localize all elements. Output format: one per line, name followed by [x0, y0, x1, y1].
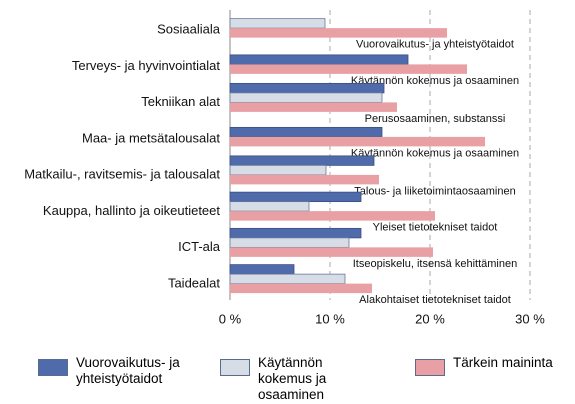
- annotation: Talous- ja liiketoimintaosaaminen: [354, 185, 515, 197]
- bar: [229, 237, 350, 248]
- legend-label: Tärkein maininta: [453, 355, 553, 370]
- bar: [229, 227, 362, 239]
- bar: [230, 102, 397, 112]
- annotation: Käytännön kokemus ja osaaminen: [351, 147, 519, 159]
- annotation: Vuorovaikutus- ja yhteistyötaidot: [356, 39, 514, 51]
- legend-swatch: [415, 359, 445, 376]
- bar: [230, 283, 372, 294]
- bar: [230, 211, 435, 221]
- legend-label: Vuorovaikutus- ja yhteistyötaidot: [76, 355, 180, 386]
- legend-label: Käytännön kokemus ja osaaminen: [258, 355, 327, 402]
- bar: [229, 18, 326, 29]
- legend: Vuorovaikutus- ja yhteistyötaidot Käytänn…: [0, 355, 575, 403]
- bar: [229, 164, 327, 176]
- legend-item: Vuorovaikutus- ja yhteistyötaidot: [38, 355, 196, 387]
- y-tick-label: Sosiaaliala: [157, 22, 221, 37]
- y-tick-label: Tekniikan alat: [141, 94, 220, 109]
- bar: [229, 273, 346, 285]
- annotation: Perusosaaminen, substanssi: [365, 113, 506, 125]
- legend-swatch: [38, 359, 68, 376]
- bar: [229, 82, 385, 94]
- annotation: Käytännön kokemus ja osaaminen: [351, 75, 519, 87]
- x-tick-label: 10 %: [315, 311, 345, 326]
- plot: 0 % 10 % 20 % 30 % Sosiaaliala Vuorovaikutus-…: [24, 10, 545, 326]
- bar: [230, 136, 485, 147]
- annotation: Itseopiskelu, itsensä kehittäminen: [353, 258, 517, 270]
- annotation: Alakohtaiset tietotekniset taidot: [359, 294, 511, 306]
- bar: [229, 155, 375, 166]
- bar: [229, 54, 409, 65]
- bar: [230, 247, 433, 257]
- bar: [229, 92, 383, 103]
- y-tick-label: ICT-ala: [178, 239, 221, 254]
- bar: [230, 174, 379, 185]
- x-tick-label: 20 %: [415, 311, 445, 326]
- bar: [229, 264, 295, 275]
- legend-item: Tärkein maininta: [415, 355, 575, 376]
- x-tick-label: 0 %: [219, 311, 242, 326]
- annotation: Yleiset tietotekniset taidot: [373, 222, 498, 234]
- x-tick-label: 30 %: [515, 311, 545, 326]
- y-tick-label: Maa- ja metsätalousalat: [82, 130, 220, 145]
- y-tick-label: Matkailu-, ravitsemis- ja talousalat: [24, 167, 220, 182]
- bar: [230, 64, 467, 74]
- bar: [229, 191, 362, 203]
- bar: [230, 28, 447, 38]
- y-tick-label: Terveys- ja hyvinvointialat: [72, 58, 221, 73]
- y-tick-label: Kauppa, hallinto ja oikeutieteet: [43, 203, 220, 218]
- legend-swatch: [220, 359, 250, 376]
- y-tick-label: Taidealat: [168, 275, 220, 290]
- bar: [229, 201, 310, 212]
- legend-item: Käytännön kokemus ja osaaminen: [220, 355, 378, 403]
- bar: [229, 126, 383, 138]
